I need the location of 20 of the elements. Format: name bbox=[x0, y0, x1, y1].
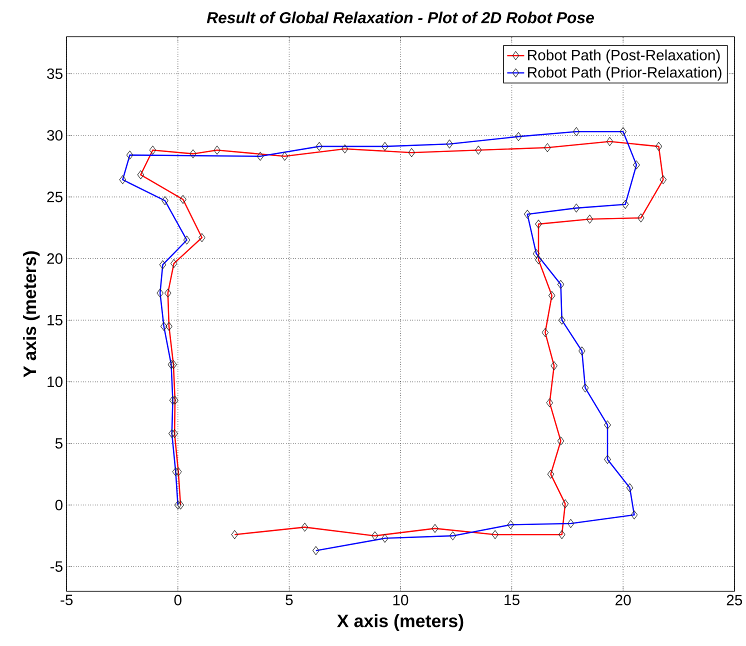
y-tick-label: 5 bbox=[55, 438, 62, 449]
y-tick-label: 15 bbox=[48, 315, 62, 326]
y-tick-label: 0 bbox=[55, 500, 62, 510]
x-tick-label: 10 bbox=[393, 594, 408, 606]
y-axis-title: Y axis (meters) bbox=[22, 251, 40, 378]
legend-label: Robot Path (Prior-Relaxation) bbox=[528, 66, 722, 81]
x-tick-label: 5 bbox=[286, 594, 293, 606]
x-tick-label: 15 bbox=[504, 594, 520, 606]
y-tick-label: 25 bbox=[47, 192, 62, 202]
legend-label: Robot Path (Post-Relaxation) bbox=[528, 49, 720, 64]
x-tick-label: 20 bbox=[616, 594, 631, 606]
y-tick-label: 35 bbox=[47, 68, 62, 80]
y-tick-label: -5 bbox=[50, 561, 62, 572]
x-tick-label: 25 bbox=[726, 594, 742, 606]
y-tick-label: 20 bbox=[47, 253, 62, 264]
y-tick-label: 10 bbox=[48, 376, 62, 388]
x-tick-label: 0 bbox=[174, 594, 182, 606]
chart-title: Result of Global Relaxation - Plot of 2D Robot Pose bbox=[206, 12, 594, 24]
x-axis-title: X axis (meters) bbox=[337, 614, 464, 631]
y-tick-label: 30 bbox=[47, 130, 62, 141]
